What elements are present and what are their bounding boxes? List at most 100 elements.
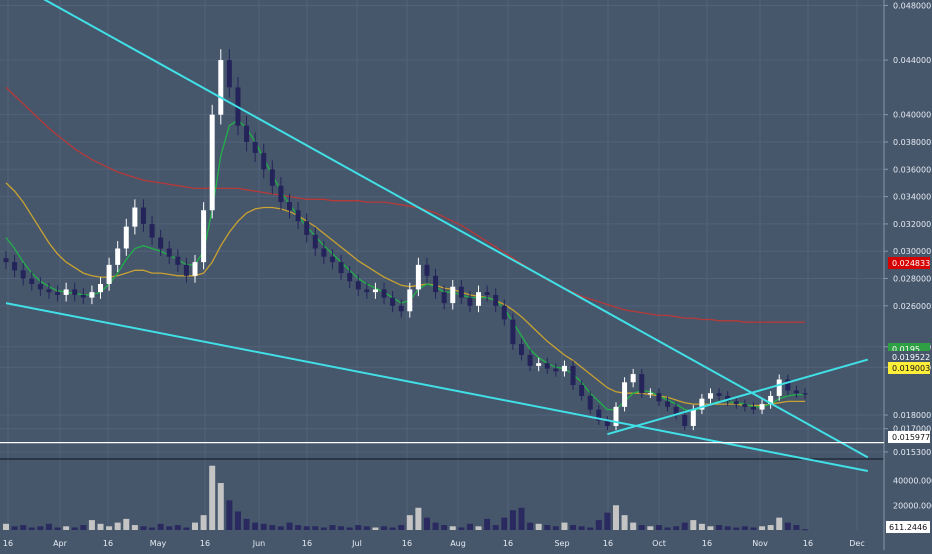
candle-body [682,415,688,426]
volume-bar [243,518,250,530]
ma-short-line [5,119,805,412]
candle-body [381,289,387,298]
candle-body [518,344,524,355]
volume-bar [802,529,808,531]
candle-body [690,409,696,426]
candle-body [441,292,447,304]
volume-bar [28,527,35,530]
volume-bar [612,505,619,530]
price-badge-label: 0.015977 [892,433,930,442]
candle-body [579,385,585,396]
volume-bar [157,523,164,530]
ma-mid-line [5,182,805,407]
candle-body [673,406,679,416]
volume-bar [277,526,284,530]
volume-bar [690,520,697,530]
candle-body [355,281,361,290]
volume-bar [226,500,233,530]
volume-tick-label: 40000.000 [893,477,932,486]
candle-body [536,363,542,366]
volume-bar [655,525,662,530]
x-tick-label: Jul [351,539,362,548]
volume-bar [475,526,482,530]
candle-body [622,382,628,407]
candle-body [140,207,146,224]
volume-bar [174,525,181,530]
volume-bar [346,527,353,530]
volume-bar [217,483,224,530]
candle-body [415,264,421,290]
candle-body [175,256,181,265]
price-badge [888,362,930,374]
volume-bar [570,525,577,530]
candle-body [192,262,198,276]
candle-body [587,395,593,410]
volume-bar [741,526,748,530]
volume-bar [406,515,413,530]
price-tick-label: 0.026000 [893,302,931,311]
volume-bar [63,526,70,530]
x-tick-label: 16 [702,539,712,548]
candle-body [501,305,507,320]
candle-body [802,393,808,395]
volume-bar [209,465,216,530]
volume-bar [234,511,241,530]
volume-badge [886,521,930,533]
x-tick-label: 16 [3,539,13,548]
candle-body [407,289,413,312]
volume-bar [54,527,61,530]
volume-bar [286,522,293,530]
volume-bar [793,525,800,530]
candle-body [476,292,482,306]
volume-bar [647,526,654,530]
x-tick-label: 16 [103,539,113,548]
volume-bar [295,525,302,530]
price-tick-label: 0.015300 [893,448,931,457]
volume-bar [106,526,113,530]
candle-body [149,223,155,238]
moving-averages [5,86,805,412]
price-tick-label: 0.018000 [893,411,931,420]
candle-body [244,125,250,142]
volume-bar [320,527,327,530]
volume-bars [3,465,808,531]
volume-bar [37,526,44,530]
volume-bar [484,518,491,530]
volume-bar [501,517,508,530]
volume-bar [97,523,104,530]
candle-body [613,406,619,426]
volume-bar [698,523,705,530]
price-tick-label: 0.048000 [893,1,931,10]
volume-bar [518,507,525,530]
candle-body [433,275,439,293]
candle-body [287,202,293,211]
candle-body [372,289,378,293]
candle-body [278,185,284,203]
candle-body [467,297,473,306]
x-tick-label: Oct [652,539,666,548]
candle-body [776,379,782,396]
candle-body [656,393,662,402]
x-tick-label: 16 [200,539,210,548]
candle-body [106,264,112,284]
candle-body [707,393,713,399]
volume-bar [252,522,259,530]
candle-body [12,262,18,271]
candle-body [450,286,456,304]
candle-body [72,289,78,295]
candle-body [37,283,43,290]
candle-body [183,264,189,276]
volume-bar [664,527,671,530]
volume-bar [630,522,637,530]
candle-body [55,292,61,295]
price-tick-label: 0.028000 [893,275,931,284]
volume-bar [140,526,147,530]
trendlines [0,0,884,472]
candle-body [699,398,705,410]
price-badge-label: 0.024833 [892,259,930,268]
volume-bar [767,525,774,530]
candle-body [312,234,318,249]
volume-bar [441,525,448,530]
volume-bar [363,526,370,530]
